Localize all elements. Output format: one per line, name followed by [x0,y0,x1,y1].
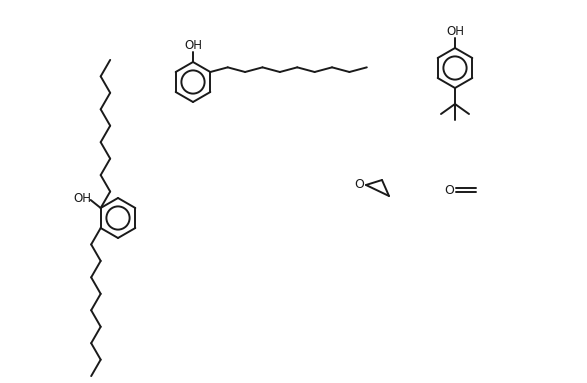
Text: OH: OH [184,39,202,51]
Text: O: O [354,177,364,190]
Text: OH: OH [74,192,92,205]
Text: O: O [444,183,454,196]
Text: OH: OH [446,25,464,38]
